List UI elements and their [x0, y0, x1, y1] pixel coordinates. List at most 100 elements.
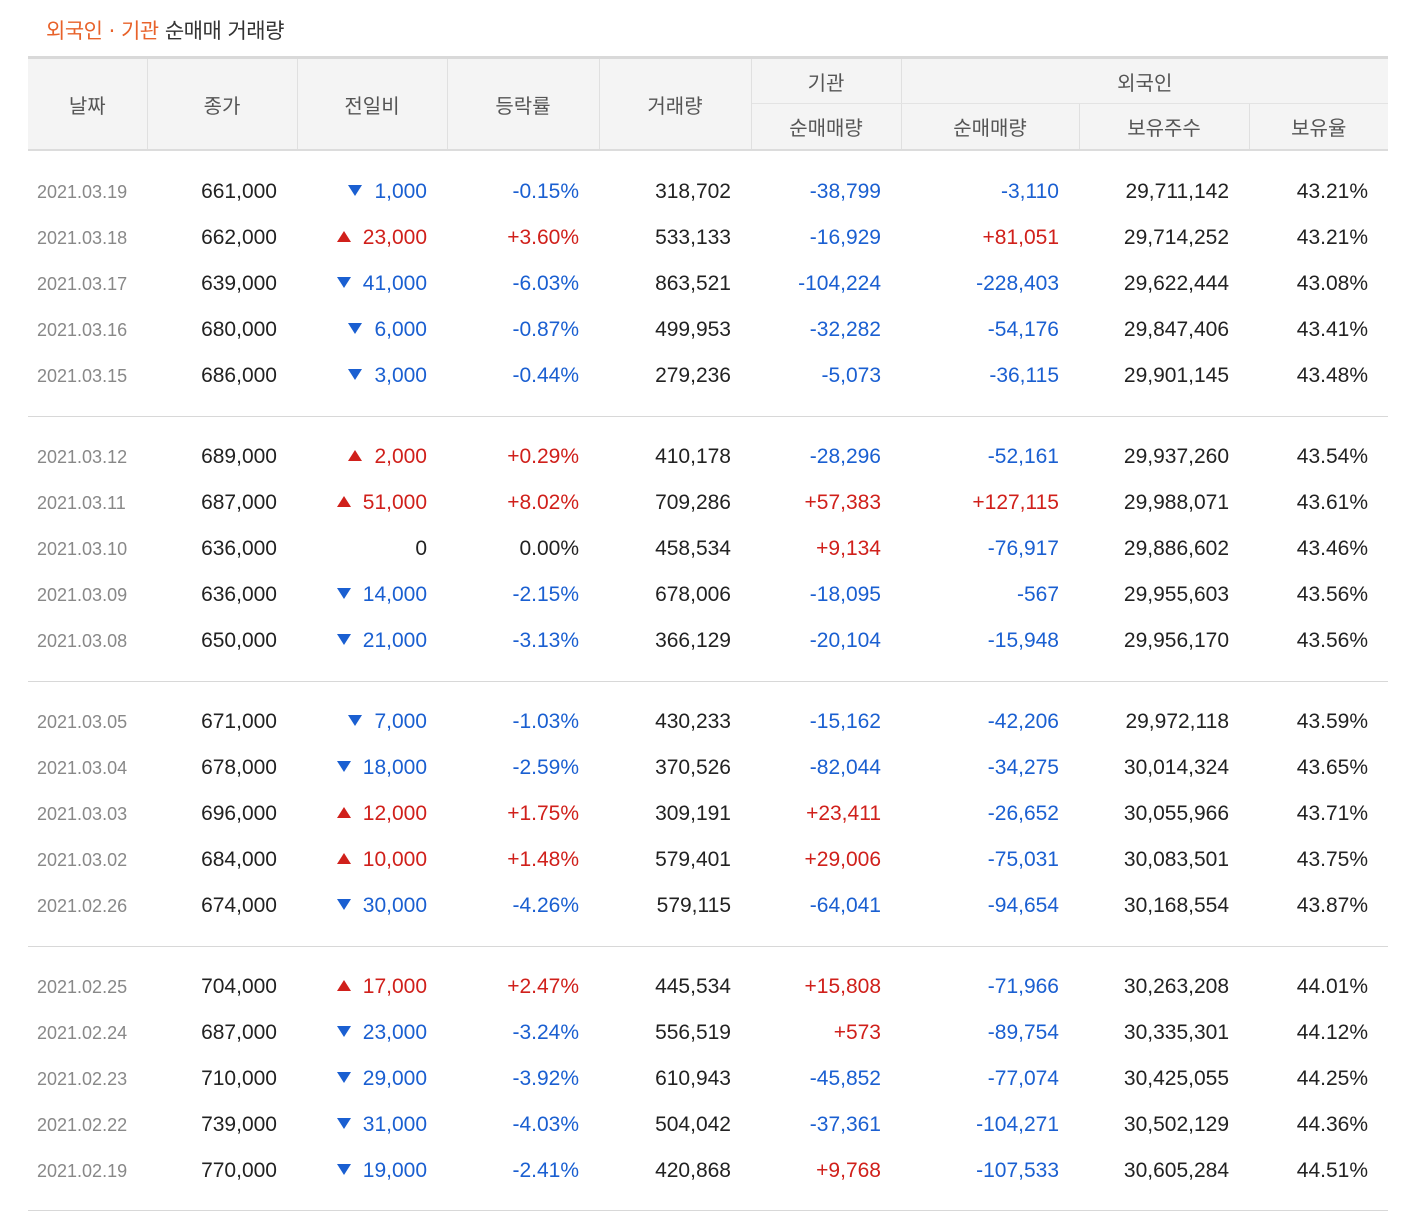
change-value: 6,000	[374, 318, 427, 341]
change-value: 51,000	[362, 491, 427, 514]
cell-close: 639,000	[201, 272, 277, 295]
cell-ratio: 43.54%	[1296, 445, 1368, 468]
cell-foreign-net: -77,074	[987, 1067, 1059, 1090]
cell-ratio: 44.36%	[1296, 1113, 1368, 1136]
cell-close: 678,000	[201, 756, 277, 779]
cell-inst-net: -18,095	[809, 583, 881, 606]
cell-holdings: 29,937,260	[1123, 445, 1229, 468]
change-value: 41,000	[362, 272, 427, 295]
cell-holdings: 29,622,444	[1123, 272, 1229, 295]
spacer-cell	[28, 399, 1388, 417]
cell-inst-net: -16,929	[809, 226, 881, 249]
table-row: 2021.03.18 662,000 23,000 +3.60% 533,133 -16,…	[28, 215, 1388, 261]
cell-rate: -4.03%	[512, 1113, 579, 1136]
cell-inst-net: -64,041	[809, 894, 881, 917]
cell-change: 23,000	[297, 1010, 447, 1056]
cell-ratio: 43.59%	[1296, 710, 1368, 733]
cell-volume: 579,115	[656, 894, 731, 917]
header-close: 종가	[147, 56, 298, 151]
cell-change: 18,000	[297, 745, 447, 791]
cell-holdings: 30,055,966	[1123, 802, 1229, 825]
spacer-cell	[28, 150, 1388, 169]
cell-holdings: 29,886,602	[1123, 537, 1229, 560]
cell-change: 17,000	[297, 964, 447, 1010]
table-row: 2021.03.10 636,000 0 0.00% 458,534 +9,134 -76,…	[28, 526, 1388, 572]
cell-inst-net: +9,768	[816, 1159, 881, 1182]
change-value: 3,000	[374, 364, 427, 387]
row-spacer	[28, 947, 1388, 965]
cell-rate: 0.00%	[519, 537, 579, 560]
table-row: 2021.03.03 696,000 12,000 +1.75% 309,191 +23,…	[28, 791, 1388, 837]
cell-holdings: 29,847,406	[1123, 318, 1229, 341]
cell-inst-net: -15,162	[809, 710, 881, 733]
cell-foreign-net: -54,176	[987, 318, 1059, 341]
cell-foreign-net: -71,966	[987, 975, 1059, 998]
change-value: 10,000	[362, 848, 427, 871]
cell-change: 19,000	[297, 1148, 447, 1194]
cell-ratio: 44.12%	[1296, 1021, 1368, 1044]
change-value: 23,000	[362, 226, 427, 249]
cell-change: 51,000	[297, 480, 447, 526]
cell-close: 687,000	[201, 491, 277, 514]
cell-close: 689,000	[201, 445, 277, 468]
table-body: 2021.03.19 661,000 1,000 -0.15% 318,702 -38,7…	[28, 150, 1388, 1211]
cell-inst-net: +573	[833, 1021, 881, 1044]
cell-change: 14,000	[297, 572, 447, 618]
cell-date: 2021.03.16	[37, 319, 128, 340]
table-row: 2021.03.08 650,000 21,000 -3.13% 366,129 -20,…	[28, 618, 1388, 664]
cell-rate: +3.60%	[507, 226, 579, 249]
triangle-down-icon	[336, 1071, 351, 1083]
cell-rate: -2.41%	[512, 1159, 579, 1182]
cell-volume: 420,868	[655, 1159, 731, 1182]
change-value: 17,000	[362, 975, 427, 998]
cell-close: 710,000	[201, 1067, 277, 1090]
change-value: 0	[415, 537, 427, 560]
spacer-cell	[28, 947, 1388, 965]
cell-foreign-net: -89,754	[987, 1021, 1059, 1044]
triangle-down-icon	[336, 633, 351, 645]
cell-date: 2021.02.23	[37, 1068, 128, 1089]
cell-inst-net: +15,808	[804, 975, 882, 998]
header-holdings: 보유주수	[1079, 103, 1250, 151]
table-row: 2021.03.19 661,000 1,000 -0.15% 318,702 -38,7…	[28, 169, 1388, 215]
cell-rate: +8.02%	[507, 491, 579, 514]
header-inst-net: 순매매량	[751, 103, 902, 151]
cell-date: 2021.03.04	[37, 757, 128, 778]
header-foreign: 외국인	[901, 56, 1388, 104]
cell-date: 2021.03.11	[37, 492, 126, 513]
triangle-down-icon	[336, 1163, 351, 1175]
cell-ratio: 43.71%	[1296, 802, 1368, 825]
cell-ratio: 43.61%	[1296, 491, 1368, 514]
cell-date: 2021.02.24	[37, 1022, 128, 1043]
cell-inst-net: -37,361	[809, 1113, 881, 1136]
cell-rate: -1.03%	[512, 710, 579, 733]
table-row: 2021.03.15 686,000 3,000 -0.44% 279,236 -5,07…	[28, 353, 1388, 399]
cell-change: 6,000	[297, 307, 447, 353]
cell-ratio: 43.21%	[1296, 226, 1368, 249]
cell-foreign-net: -104,271	[976, 1113, 1059, 1136]
cell-holdings: 29,988,071	[1123, 491, 1229, 514]
title-rest: 순매매 거래량	[164, 19, 285, 43]
change-value: 21,000	[362, 629, 427, 652]
cell-change: 1,000	[297, 169, 447, 215]
cell-volume: 533,133	[655, 226, 731, 249]
table-row: 2021.03.04 678,000 18,000 -2.59% 370,526 -82,…	[28, 745, 1388, 791]
cell-volume: 458,534	[655, 537, 731, 560]
cell-ratio: 43.48%	[1296, 364, 1368, 387]
cell-change: 3,000	[297, 353, 447, 399]
cell-foreign-net: -3,110	[1001, 180, 1059, 203]
cell-ratio: 43.21%	[1296, 180, 1368, 203]
cell-date: 2021.03.17	[37, 273, 128, 294]
triangle-up-icon	[348, 449, 363, 461]
cell-holdings: 29,972,118	[1125, 710, 1229, 733]
cell-close: 661,000	[201, 180, 277, 203]
spacer-cell	[28, 664, 1388, 682]
cell-rate: -0.15%	[512, 180, 579, 203]
row-spacer	[28, 682, 1388, 700]
cell-close: 687,000	[201, 1021, 277, 1044]
cell-foreign-net: -34,275	[987, 756, 1059, 779]
cell-inst-net: +57,383	[804, 491, 882, 514]
cell-volume: 556,519	[655, 1021, 731, 1044]
triangle-up-icon	[336, 495, 351, 507]
cell-foreign-net: +81,051	[982, 226, 1060, 249]
